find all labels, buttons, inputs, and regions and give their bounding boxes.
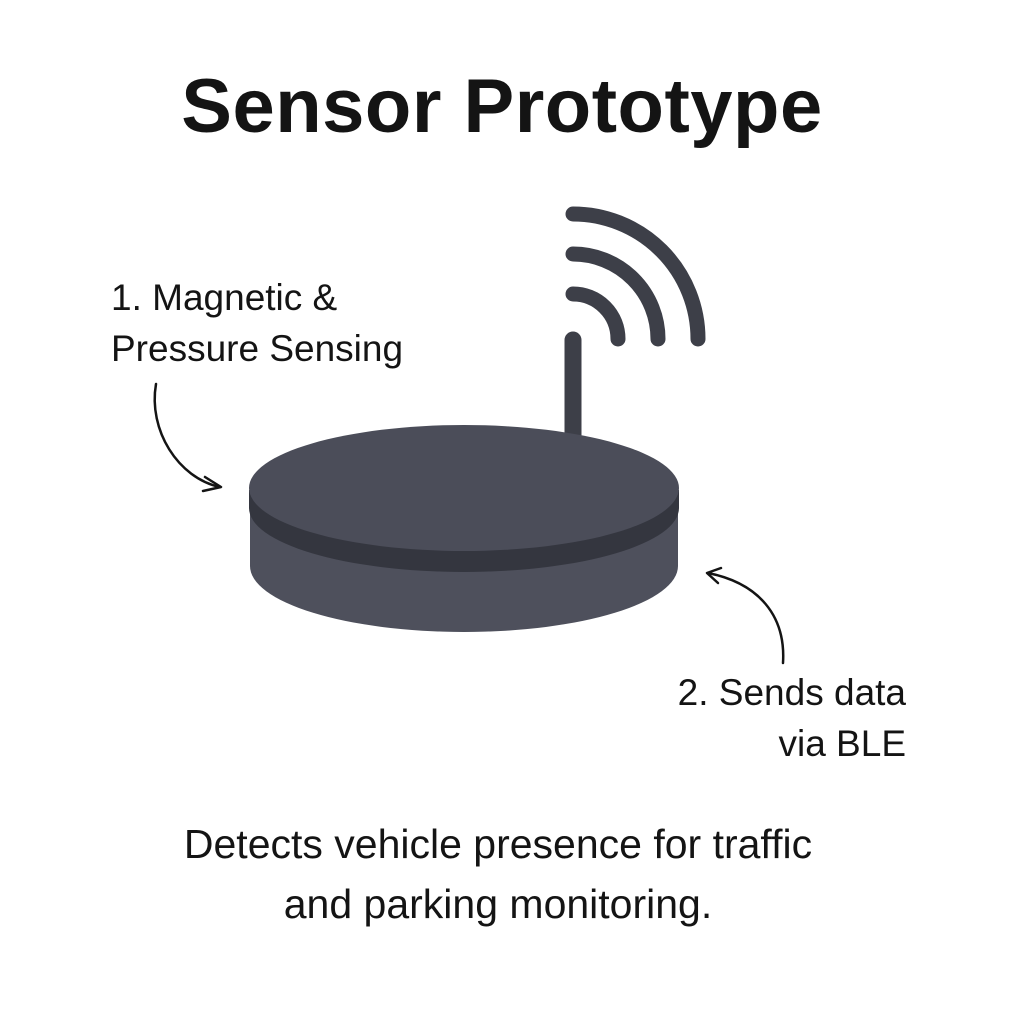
callout-magnetic-pressure-sensing: 1. Magnetic & Pressure Sensing — [111, 272, 403, 374]
curved-arrow-2 — [705, 566, 785, 665]
caption-line: Detects vehicle presence for traffic — [183, 821, 813, 867]
caption-line: and parking monitoring. — [283, 881, 713, 927]
wireless-signal-icon — [565, 206, 706, 347]
callout-line: Pressure Sensing — [111, 328, 404, 369]
caption: Detects vehicle presence for traffic and… — [0, 814, 996, 934]
curved-arrow-1 — [153, 382, 223, 493]
callout-line: 2. Sends data — [677, 672, 906, 713]
callout-sends-data-ble: 2. Sends data via BLE — [678, 667, 906, 769]
callout-line: via BLE — [778, 723, 906, 764]
puck-sensor-device — [249, 425, 679, 632]
page-title: Sensor Prototype — [181, 64, 823, 149]
callout-line: 1. Magnetic & — [111, 277, 338, 318]
